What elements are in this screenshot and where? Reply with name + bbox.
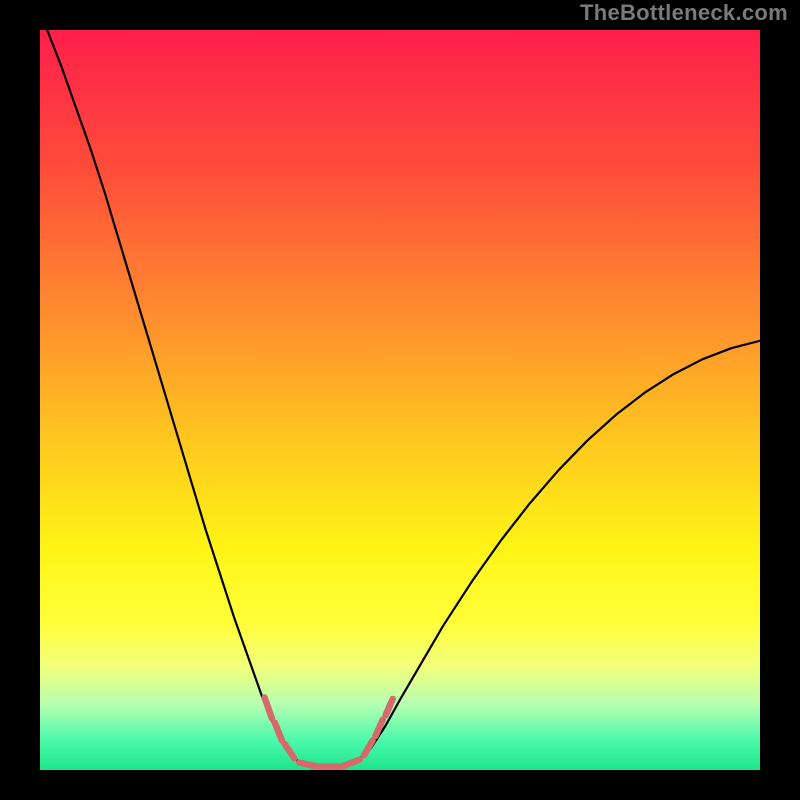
- highlight-marker-segment: [299, 763, 316, 767]
- watermark-text: TheBottleneck.com: [580, 0, 788, 26]
- figure-root: TheBottleneck.com: [0, 0, 800, 800]
- plot-area: [40, 30, 760, 770]
- chart-svg: [40, 30, 760, 770]
- chart-background: [40, 30, 760, 770]
